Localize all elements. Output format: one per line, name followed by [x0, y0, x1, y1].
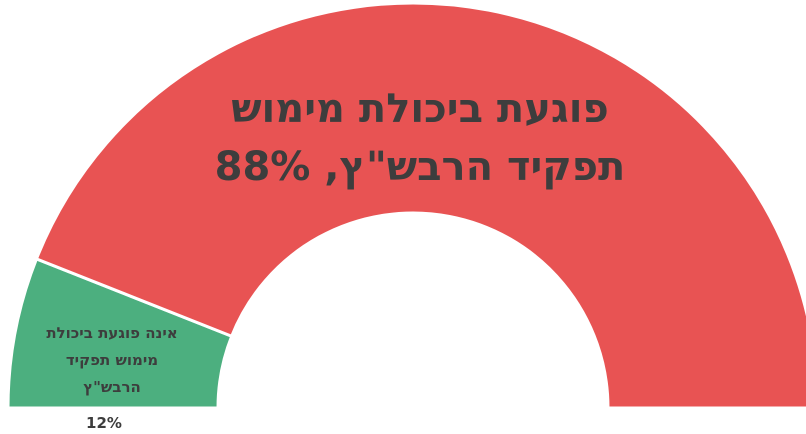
- secondary-label-line: מימוש תפקיד: [66, 351, 158, 369]
- slice-label-main: פוגעת ביכולת מימוש תפקיד הרבש"ץ, 88%: [215, 86, 626, 190]
- main-label-line: פוגעת ביכולת מימוש: [231, 86, 609, 132]
- slice-label-secondary: אינה פוגעת ביכולת מימוש תפקיד הרבש"ץ 12%: [46, 324, 177, 432]
- main-label-line: תפקיד הרבש"ץ, 88%: [215, 144, 626, 190]
- slice-88: [34, 1, 806, 410]
- secondary-percent-label: 12%: [86, 414, 122, 432]
- secondary-label-line: אינה פוגעת ביכולת: [46, 324, 177, 342]
- secondary-label-line: הרבש"ץ: [83, 378, 141, 396]
